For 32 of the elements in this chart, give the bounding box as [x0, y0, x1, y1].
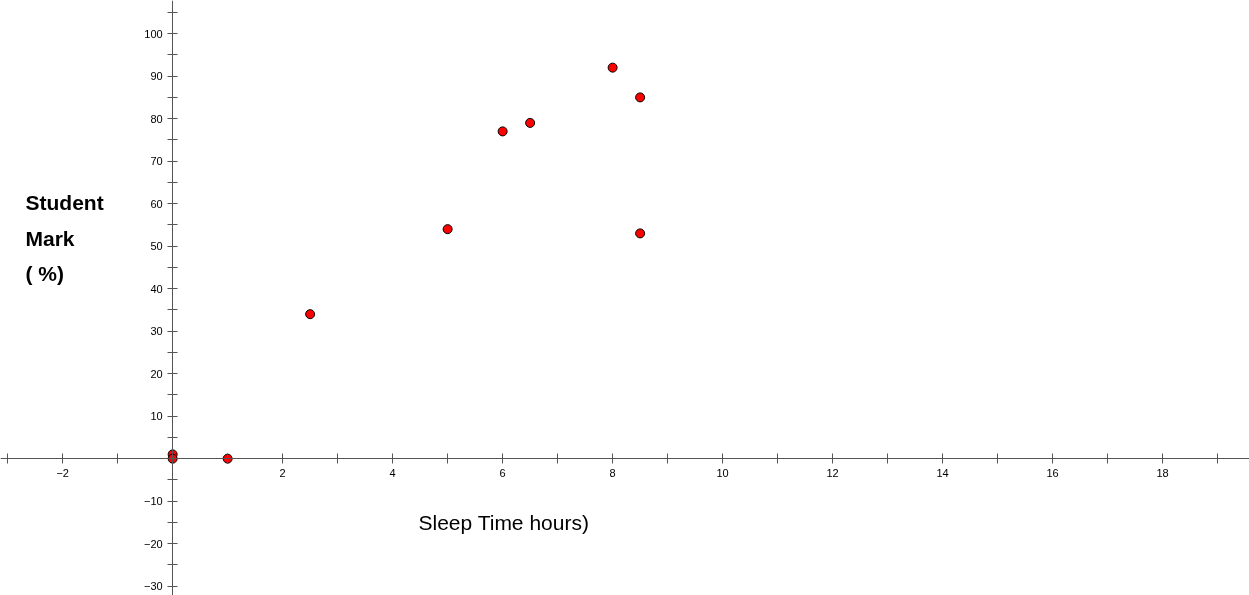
x-tick-label: 16	[1046, 466, 1059, 479]
x-tick-label: 10	[716, 466, 729, 479]
x-axis-title: Sleep Time hours)	[418, 510, 589, 534]
y-tick-label: 100	[144, 27, 163, 40]
y-tick-label: −20	[143, 537, 163, 550]
y-tick-label: 60	[150, 197, 163, 210]
x-tick-label: 6	[499, 466, 506, 479]
y-tick-label: 30	[150, 325, 163, 338]
x-tick-label: 8	[609, 466, 616, 479]
point	[525, 117, 536, 128]
y-tick-label: 90	[150, 70, 163, 83]
point	[607, 62, 618, 73]
point	[497, 126, 508, 137]
y-tick-label: 20	[150, 367, 163, 380]
point	[635, 92, 646, 103]
point	[442, 224, 453, 235]
x-tick-label: 14	[936, 466, 949, 479]
x-tick-label: 12	[826, 466, 839, 479]
y-tick-label: 50	[150, 240, 163, 253]
y-axis-title: Student Mark ( %)	[25, 191, 104, 286]
x-tick-label: 18	[1156, 466, 1169, 479]
x-tick-label: −2	[56, 466, 69, 479]
x-tick-label: 2	[279, 466, 286, 479]
y-tick-label: 10	[150, 410, 163, 423]
y-tick-label: 70	[150, 155, 163, 168]
y-tick-label: 40	[150, 282, 163, 295]
y-tick-label: 80	[150, 112, 163, 125]
point	[635, 228, 646, 239]
y-tick-label: −30	[143, 580, 163, 593]
point	[305, 309, 316, 320]
x-tick-label: 4	[389, 466, 396, 479]
y-tick-label: −10	[143, 495, 163, 508]
